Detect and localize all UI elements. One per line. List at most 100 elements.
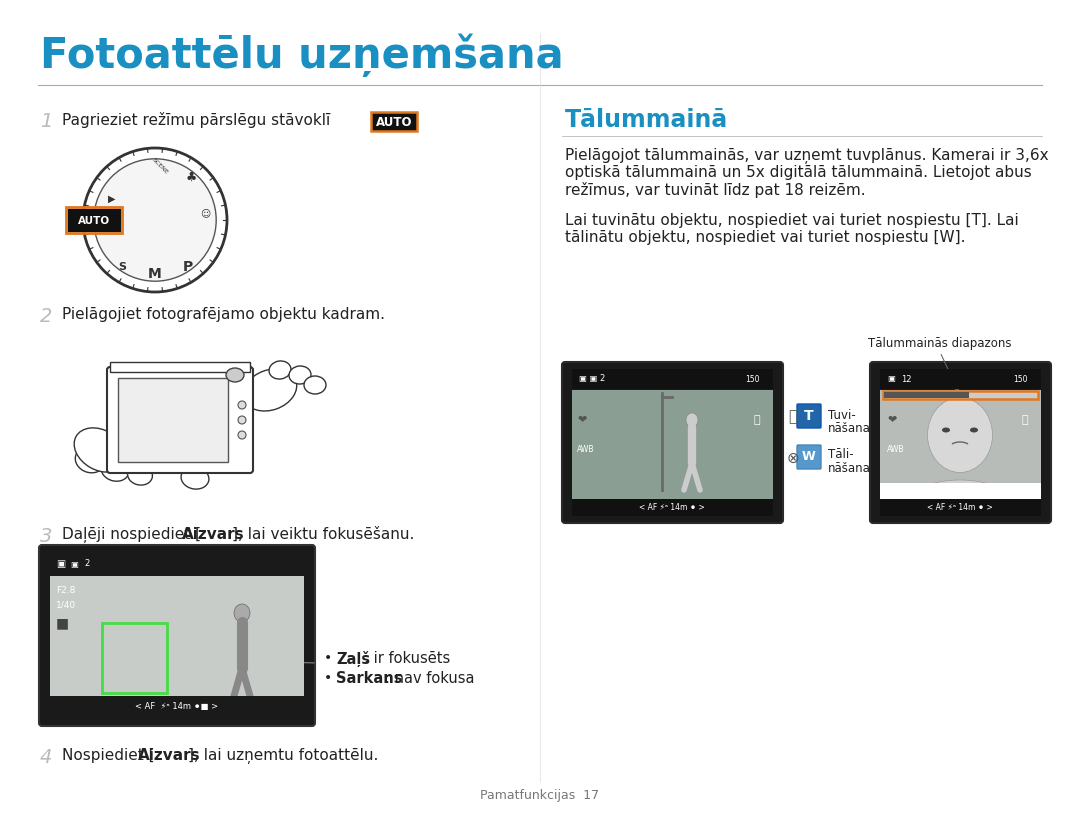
Bar (885, 392, 969, 398)
Text: Lai tuvinātu objektu, nospiediet vai turiet nospiestu [T]. Lai: Lai tuvinātu objektu, nospiediet vai tur… (565, 213, 1018, 228)
Text: 4: 4 (40, 748, 52, 767)
Text: M: M (148, 267, 162, 281)
Text: ♣: ♣ (186, 170, 197, 183)
Text: AUTO: AUTO (376, 116, 413, 129)
Text: AUTO: AUTO (78, 216, 110, 226)
Text: Nospiediet [: Nospiediet [ (62, 748, 154, 763)
Ellipse shape (127, 465, 152, 485)
Text: ⎘: ⎘ (1022, 415, 1028, 425)
Text: ▣: ▣ (70, 560, 78, 569)
Bar (572, 390, 773, 499)
Ellipse shape (234, 604, 249, 622)
FancyBboxPatch shape (39, 545, 315, 726)
Ellipse shape (686, 413, 698, 427)
Text: ⌕: ⌕ (788, 409, 797, 425)
Bar (880, 499, 1041, 516)
Text: Aizvars: Aizvars (137, 748, 200, 763)
Text: < AF ⚡ᵃ 14m ⚫ >: < AF ⚡ᵃ 14m ⚫ > (927, 504, 993, 513)
Text: F2.8: F2.8 (56, 586, 76, 595)
Text: : ir fokusēts: : ir fokusēts (364, 651, 450, 666)
FancyBboxPatch shape (870, 362, 1051, 523)
Text: ❤: ❤ (577, 415, 586, 425)
Ellipse shape (269, 361, 291, 379)
Text: Tuvi-: Tuvi- (828, 409, 855, 422)
Bar (50, 553, 303, 575)
Ellipse shape (303, 376, 326, 394)
Ellipse shape (83, 148, 227, 292)
Text: Zaļš: Zaļš (336, 651, 370, 667)
Bar (102, 623, 167, 693)
Text: 2: 2 (84, 560, 90, 569)
Text: ▣: ▣ (887, 374, 895, 383)
Ellipse shape (75, 428, 126, 472)
Text: 2: 2 (40, 307, 52, 326)
Bar (880, 390, 1041, 499)
Text: < AF  ⚡ᵃ 14m ⚫■ >: < AF ⚡ᵃ 14m ⚫■ > (135, 703, 218, 711)
Text: Pielāgojot tālummainās, var uzņemt tuvplānus. Kamerai ir 3,6x: Pielāgojot tālummainās, var uzņemt tuvpl… (565, 148, 1049, 164)
Text: P: P (183, 260, 192, 274)
Text: Daļēji nospiediet [: Daļēji nospiediet [ (62, 527, 201, 543)
Text: ▶: ▶ (108, 193, 116, 204)
Text: 1/40: 1/40 (56, 600, 76, 609)
Ellipse shape (238, 431, 246, 439)
Ellipse shape (238, 416, 246, 424)
Text: Fotoattēlu uzņemšana: Fotoattēlu uzņemšana (40, 33, 564, 77)
Ellipse shape (181, 467, 208, 489)
Bar (880, 369, 1041, 389)
Text: Tāli-: Tāli- (828, 448, 853, 461)
FancyBboxPatch shape (562, 362, 783, 523)
Text: režīmus, var tuvināt līdz pat 18 reizēm.: režīmus, var tuvināt līdz pat 18 reizēm. (565, 182, 866, 198)
Text: nāšana: nāšana (828, 462, 870, 475)
FancyBboxPatch shape (372, 112, 417, 131)
Text: Pamatfunkcijas  17: Pamatfunkcijas 17 (481, 788, 599, 801)
Text: Pielāgojiet fotografējamo objektu kadram.: Pielāgojiet fotografējamo objektu kadram… (62, 307, 384, 322)
Ellipse shape (226, 368, 244, 382)
Ellipse shape (94, 159, 216, 281)
Text: nāšana: nāšana (828, 422, 870, 435)
FancyBboxPatch shape (107, 367, 253, 473)
Text: ☺: ☺ (200, 208, 211, 218)
Ellipse shape (102, 459, 129, 481)
Text: ], lai veiktu fokusēšanu.: ], lai veiktu fokusēšanu. (232, 527, 415, 542)
FancyBboxPatch shape (797, 445, 821, 469)
Text: Pagrieziet režīmu pārslēgu stāvoklī: Pagrieziet režīmu pārslēgu stāvoklī (62, 112, 335, 128)
FancyBboxPatch shape (797, 404, 821, 428)
Ellipse shape (918, 480, 1002, 510)
Text: ▣: ▣ (56, 559, 65, 569)
Text: AWB: AWB (577, 445, 594, 454)
Ellipse shape (243, 369, 297, 411)
Text: 1: 1 (40, 112, 52, 131)
Text: ▣ ▣ 2: ▣ ▣ 2 (579, 375, 605, 384)
Text: W: W (802, 451, 815, 464)
Bar (880, 483, 1041, 499)
Text: ⎘: ⎘ (754, 415, 760, 425)
Text: S: S (119, 262, 126, 271)
Bar (118, 378, 228, 462)
Ellipse shape (970, 428, 978, 433)
Bar (572, 499, 773, 516)
Ellipse shape (928, 398, 993, 473)
Text: 150: 150 (745, 375, 760, 384)
Text: •: • (324, 651, 337, 665)
Text: optiskā tālummainā un 5x digitālā tālummainā. Lietojot abus: optiskā tālummainā un 5x digitālā tālumm… (565, 165, 1031, 180)
Text: Sarkans: Sarkans (336, 671, 403, 686)
Ellipse shape (942, 428, 950, 433)
Ellipse shape (76, 447, 105, 473)
Text: 3: 3 (40, 527, 52, 546)
Text: Tālummainās diapazons: Tālummainās diapazons (868, 337, 1012, 350)
Text: •: • (324, 671, 337, 685)
Bar (110, 362, 249, 372)
Text: Aizvars: Aizvars (181, 527, 244, 542)
Text: ■: ■ (56, 616, 69, 630)
FancyBboxPatch shape (68, 209, 120, 231)
Text: ], lai uzņemtu fotoattēlu.: ], lai uzņemtu fotoattēlu. (188, 748, 378, 764)
Text: AWB: AWB (887, 445, 905, 454)
Bar (50, 576, 303, 701)
Text: ❤: ❤ (887, 415, 896, 425)
Text: 150: 150 (1013, 375, 1028, 384)
Text: SCENE: SCENE (151, 157, 170, 175)
Bar (50, 696, 303, 718)
Text: ⊗: ⊗ (786, 451, 799, 465)
Ellipse shape (289, 366, 311, 384)
Text: : nav fokusa: : nav fokusa (384, 671, 474, 686)
